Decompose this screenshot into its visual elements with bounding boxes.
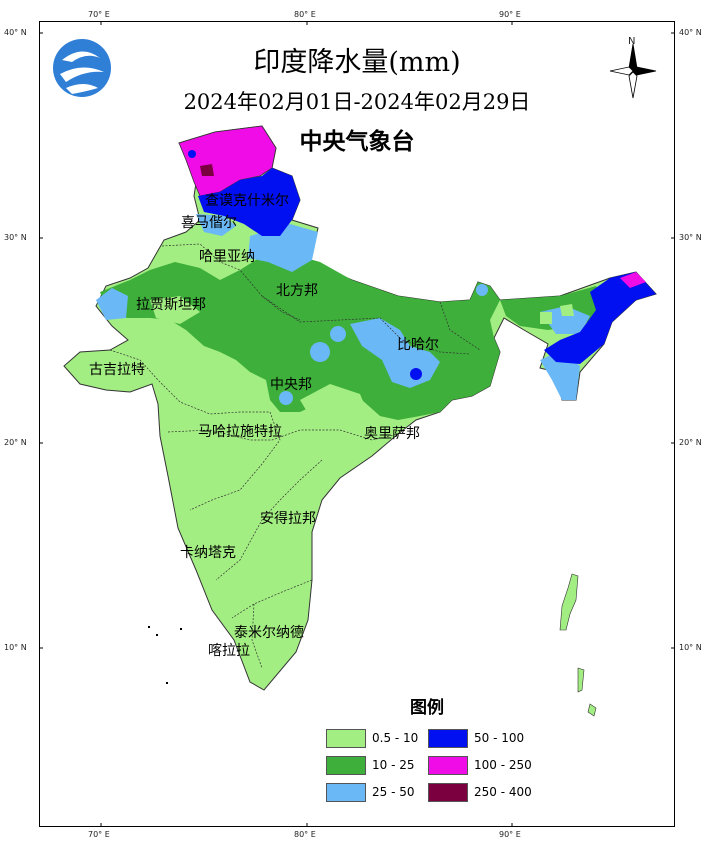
legend-label-5: 250 - 400 — [474, 785, 532, 799]
region-label-bihar: 比哈尔 — [397, 337, 439, 353]
region-label-jammu-kashmir: 查谟克什米尔 — [205, 193, 289, 209]
tick-marks — [39, 21, 675, 827]
legend-swatch-4 — [428, 755, 468, 775]
region-label-rajasthan: 拉贾斯坦邦 — [136, 297, 206, 313]
region-label-uttar-pradesh: 北方邦 — [276, 283, 318, 299]
right-tick-20: 20° N — [679, 438, 702, 447]
region-label-tamil-nadu: 泰米尔纳德 — [234, 625, 304, 641]
region-label-himachal: 喜马偕尔 — [181, 215, 237, 231]
legend-label-0: 0.5 - 10 — [372, 731, 419, 745]
legend-swatch-1 — [326, 755, 366, 775]
legend-label-2: 25 - 50 — [372, 785, 415, 799]
right-tick-10: 10° N — [679, 643, 702, 652]
cma-logo-icon — [53, 39, 111, 97]
legend-swatch-5 — [428, 782, 468, 802]
region-label-maharashtra: 马哈拉施特拉 — [198, 424, 282, 440]
left-tick-30: 30° N — [4, 233, 27, 242]
north-arrow-icon — [609, 43, 657, 99]
top-tick-90: 90° E — [499, 10, 521, 19]
legend-item-3: 50 - 100 — [428, 728, 524, 748]
bottom-tick-80: 80° E — [294, 830, 316, 839]
legend-item-5: 250 - 400 — [428, 782, 532, 802]
legend-swatch-3 — [428, 728, 468, 748]
andaman-islands — [559, 573, 597, 717]
region-label-odisha: 奥里萨邦 — [364, 426, 420, 442]
right-tick-40: 40° N — [679, 28, 702, 37]
north-label: N — [628, 36, 636, 47]
lakshadweep-islands — [148, 626, 182, 684]
date-range: 2024年02月01日-2024年02月29日 — [183, 90, 531, 114]
region-label-karnataka: 卡纳塔克 — [180, 545, 236, 561]
legend-item-2: 25 - 50 — [326, 782, 415, 802]
region-label-madhya-pradesh: 中央邦 — [270, 377, 312, 393]
left-tick-10: 10° N — [4, 643, 27, 652]
top-tick-70: 70° E — [88, 10, 110, 19]
legend-label-4: 100 - 250 — [474, 758, 532, 772]
legend-swatch-0 — [326, 728, 366, 748]
region-label-haryana: 哈里亚纳 — [199, 249, 255, 265]
legend-label-3: 50 - 100 — [474, 731, 525, 745]
bottom-tick-90: 90° E — [499, 830, 521, 839]
legend-label-1: 10 - 25 — [372, 758, 415, 772]
agency-name: 中央气象台 — [299, 129, 415, 155]
left-tick-40: 40° N — [4, 28, 27, 37]
legend-item-4: 100 - 250 — [428, 755, 532, 775]
right-tick-30: 30° N — [679, 233, 702, 242]
legend-item-0: 0.5 - 10 — [326, 728, 418, 748]
region-label-kerala: 喀拉拉 — [208, 643, 250, 659]
precip-zone-100-250 — [178, 125, 277, 197]
legend-title: 图例 — [410, 698, 444, 718]
state-boundaries — [109, 243, 481, 669]
left-tick-20: 20° N — [4, 438, 27, 447]
top-tick-80: 80° E — [294, 10, 316, 19]
region-label-andhra-pradesh: 安得拉邦 — [260, 511, 316, 527]
bottom-tick-70: 70° E — [88, 830, 110, 839]
region-label-gujarat: 古吉拉特 — [89, 362, 145, 378]
map-title: 印度降水量(mm) — [253, 47, 461, 78]
legend-swatch-2 — [326, 782, 366, 802]
legend-item-1: 10 - 25 — [326, 755, 415, 775]
precip-zone-50-100 — [198, 168, 300, 236]
